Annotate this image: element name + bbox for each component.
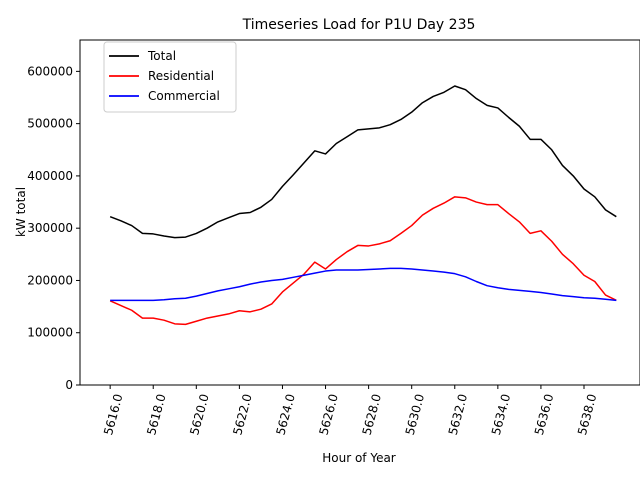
y-tick-label: 200000 [27,273,73,287]
y-axis: 0 100000 200000 300000 400000 500000 600000 [27,64,80,392]
x-tick-label: 5628.0 [360,392,384,436]
y-tick-label: 0 [65,378,73,392]
x-tick-label: 5618.0 [144,392,168,436]
y-tick-label: 400000 [27,169,73,183]
x-axis-label: Hour of Year [322,451,396,465]
x-tick-label: 5622.0 [230,392,254,436]
y-tick-label: 300000 [27,221,73,235]
x-tick-label: 5638.0 [575,392,599,436]
legend-box [103,41,237,113]
x-axis: 5616.0 5618.0 5620.0 5622.0 5624.0 5626.0 5628… [101,385,599,437]
x-tick-label: 5630.0 [403,392,427,436]
x-tick-label: 5616.0 [101,392,125,436]
chart-title: Timeseries Load for P1U Day 235 [242,17,476,33]
y-tick-label: 500000 [27,117,73,131]
series-line-commercial [110,267,617,302]
x-tick-label: 5632.0 [446,392,470,436]
y-tick-label: 100000 [27,326,73,340]
legend-label-residential: Residential [148,69,214,83]
plot-border [79,39,640,386]
legend: Total Residential Commercial [103,41,237,113]
series-line-residential [109,196,617,326]
legend-label-commercial: Commercial [148,89,220,103]
x-tick-label: 5620.0 [187,392,211,436]
series-line-total [109,85,617,239]
y-axis-label: kW total [14,187,28,237]
series-layer [109,85,617,326]
x-tick-label: 5624.0 [273,392,297,436]
y-tick-label: 600000 [27,64,73,78]
x-tick-label: 5636.0 [532,392,556,436]
x-tick-label: 5634.0 [489,392,513,436]
legend-label-total: Total [147,49,176,63]
x-tick-label: 5626.0 [317,392,341,436]
